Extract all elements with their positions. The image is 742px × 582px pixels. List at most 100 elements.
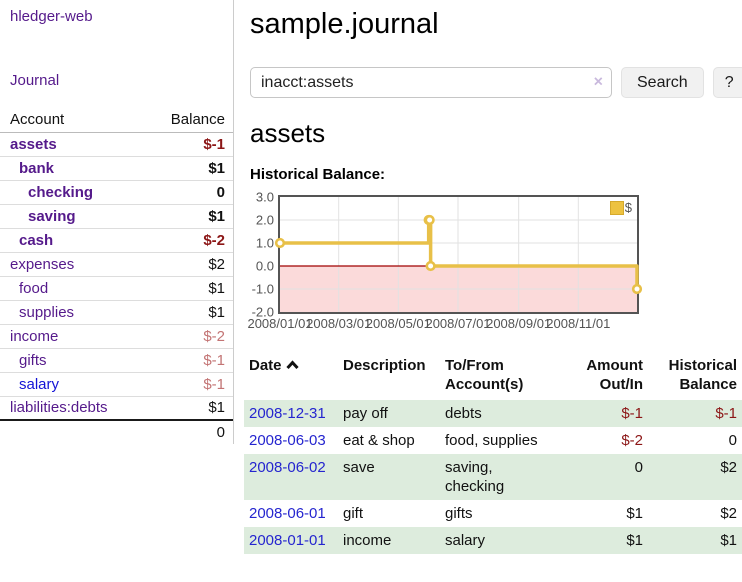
transaction-description: save — [338, 454, 440, 500]
help-button[interactable]: ? — [712, 67, 742, 98]
account-balance: $-2 — [116, 323, 233, 348]
register-table-body: 2008-12-31 pay off debts $-1 $-1 2008-06… — [244, 400, 742, 554]
chart-plot-area[interactable]: $ — [274, 195, 643, 314]
accounts-table-header: Account Balance — [0, 108, 233, 133]
transaction-balance: $2 — [648, 454, 742, 500]
account-link[interactable]: income — [10, 327, 59, 345]
accounts-total-balance: 0 — [116, 419, 233, 444]
account-link[interactable]: liabilities:debts — [10, 399, 108, 417]
x-tick-label: 2008/07/01 — [425, 316, 491, 331]
account-row: bank $1 — [0, 155, 233, 180]
transaction-accounts: food, supplies — [445, 432, 538, 449]
sort-ascending-icon — [285, 360, 299, 370]
x-tick-label: 2008/09/01 — [486, 316, 552, 331]
account-link[interactable]: checking — [28, 183, 94, 201]
chart-legend: $ — [609, 200, 632, 215]
sidebar: hledger-web Journal Account Balance asse… — [0, 0, 234, 444]
account-link[interactable]: saving — [28, 207, 76, 225]
historical-balance-chart: 3.0 2.0 1.0 0.0 -1.0 -2.0 $ — [250, 190, 742, 320]
page-title: sample.journal — [250, 8, 439, 40]
sidebar-item-journal[interactable]: Journal — [10, 72, 60, 89]
account-heading: assets — [250, 118, 326, 148]
account-balance: $1 — [116, 395, 233, 420]
account-link[interactable]: food — [19, 279, 49, 297]
transaction-amount: $1 — [558, 527, 648, 554]
account-balance: $-2 — [116, 227, 233, 252]
account-row: expenses $2 — [0, 251, 233, 276]
register-table: Date Description To/From Account(s) Amou… — [244, 354, 742, 554]
account-row: income $-2 — [0, 323, 233, 348]
transaction-row: 2008-01-01 income salary $1 $1 — [244, 527, 742, 554]
accounts-table-body: assets $-1 bank $1 checking 0 saving $1 … — [0, 132, 233, 420]
account-balance: $-1 — [203, 135, 225, 153]
register-header-row: Date Description To/From Account(s) Amou… — [244, 354, 742, 400]
transaction-accounts: salary — [440, 527, 558, 554]
transaction-amount: 0 — [558, 454, 648, 500]
transaction-row: 2008-06-02 save saving, checking 0 $2 — [244, 454, 742, 500]
account-balance: $1 — [116, 155, 233, 180]
account-link[interactable]: salary — [19, 375, 60, 393]
transaction-date-link[interactable]: 2008-01-01 — [249, 532, 326, 549]
account-row: checking 0 — [0, 179, 233, 204]
search-input-wrap: × — [250, 67, 612, 98]
transaction-balance: $1 — [648, 527, 742, 554]
balance-column-header: Balance — [116, 108, 233, 133]
transaction-description: eat & shop — [343, 432, 415, 449]
transaction-description: pay off — [338, 400, 440, 427]
description-column-header: Description — [343, 357, 426, 374]
transaction-accounts: gifts — [445, 505, 473, 522]
account-link[interactable]: assets — [10, 135, 57, 153]
y-tick-label: 0.0 — [255, 258, 274, 274]
transaction-amount: $-2 — [621, 432, 643, 449]
account-link[interactable]: bank — [19, 159, 55, 177]
account-link[interactable]: expenses — [10, 255, 75, 273]
account-balance: $1 — [116, 203, 233, 228]
account-row: liabilities:debts $1 — [0, 395, 233, 420]
chart-y-axis-labels: 3.0 2.0 1.0 0.0 -1.0 -2.0 — [250, 190, 278, 320]
search-form: × Search ? — [250, 67, 742, 98]
date-column-header[interactable]: Date — [244, 354, 338, 400]
transaction-date-link[interactable]: 2008-06-02 — [249, 459, 326, 476]
account-balance: $-1 — [116, 347, 233, 372]
transaction-accounts: saving, checking — [440, 454, 558, 500]
y-tick-label: -1.0 — [251, 281, 274, 297]
y-tick-label: 3.0 — [255, 189, 274, 205]
transaction-row: 2008-06-03 eat & shop food, supplies $-2… — [244, 427, 742, 454]
accounts-table: Account Balance assets $-1 bank $1 check… — [0, 108, 233, 444]
brand-link[interactable]: hledger-web — [10, 8, 93, 25]
transaction-date-link[interactable]: 2008-12-31 — [249, 405, 326, 422]
account-balance: $1 — [116, 299, 233, 324]
clear-search-icon[interactable]: × — [593, 73, 603, 91]
account-row: assets $-1 — [0, 132, 233, 156]
chart-title: Historical Balance: — [250, 166, 386, 183]
x-tick-label: 2008/11/01 — [546, 316, 611, 331]
account-row: gifts $-1 — [0, 347, 233, 372]
account-link[interactable]: gifts — [19, 351, 47, 369]
account-link[interactable]: supplies — [19, 303, 75, 321]
accounts-total-row: 0 — [0, 419, 233, 444]
chart-x-axis-labels: 2008/01/01 2008/03/01 2008/05/01 2008/07/01… — [247, 316, 742, 334]
transaction-date-link[interactable]: 2008-06-03 — [249, 432, 326, 449]
transaction-row: 2008-12-31 pay off debts $-1 $-1 — [244, 400, 742, 427]
account-balance: 0 — [116, 179, 233, 204]
transaction-row: 2008-06-01 gift gifts $1 $2 — [244, 500, 742, 527]
transaction-description: income — [338, 527, 440, 554]
x-tick-label: 2008/01/01 — [247, 316, 313, 331]
account-row: supplies $1 — [0, 299, 233, 324]
balance-column-header: Historical Balance — [668, 357, 737, 393]
accounts-column-header: Account — [0, 108, 117, 133]
account-row: saving $1 — [0, 203, 233, 228]
account-link[interactable]: cash — [19, 231, 54, 249]
account-row: cash $-2 — [0, 227, 233, 252]
accounts-column-header: To/From Account(s) — [445, 357, 524, 393]
transaction-balance: $2 — [720, 505, 737, 522]
account-balance: $-1 — [116, 371, 233, 396]
search-input[interactable] — [250, 67, 612, 98]
transaction-date-link[interactable]: 2008-06-01 — [249, 505, 326, 522]
search-button[interactable]: Search — [621, 67, 704, 98]
transaction-amount: $1 — [626, 505, 643, 522]
account-row: food $1 — [0, 275, 233, 300]
account-balance: $1 — [116, 275, 233, 300]
transaction-description: gift — [343, 505, 364, 522]
